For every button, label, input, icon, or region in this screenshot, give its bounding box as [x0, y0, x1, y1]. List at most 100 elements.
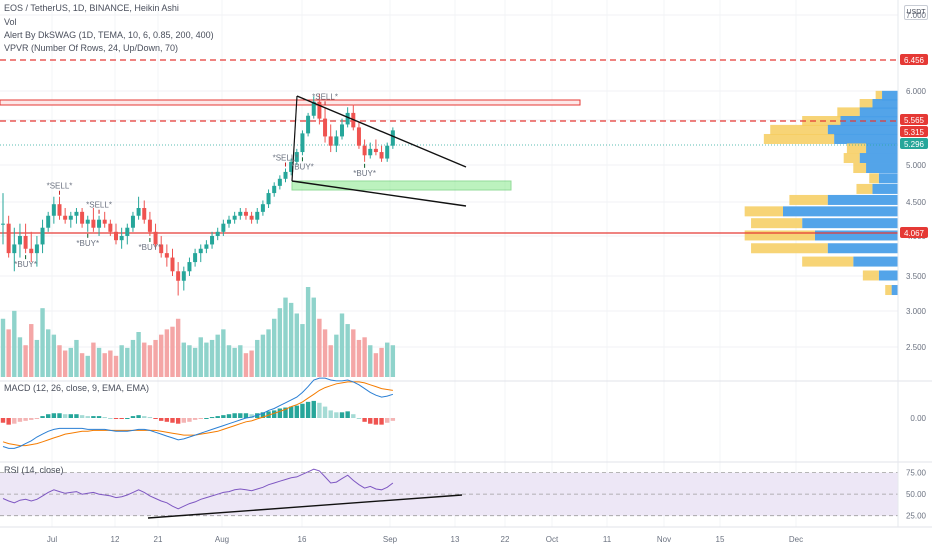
volume-bar: [85, 355, 90, 377]
candle-body: [164, 253, 169, 258]
volume-bar: [147, 345, 153, 377]
candle-body: [63, 215, 68, 220]
macd-histogram-bar: [339, 412, 345, 418]
candle-body: [249, 215, 254, 220]
time-tick-label: 16: [298, 535, 307, 544]
macd-histogram-bar: [328, 410, 333, 418]
volume-bar: [322, 329, 328, 377]
candle-body: [243, 211, 248, 216]
currency-badge[interactable]: USDT: [904, 5, 928, 20]
macd-histogram-bar: [192, 418, 198, 420]
time-tick-label: Nov: [657, 535, 671, 544]
volume-bar: [23, 345, 28, 377]
candle-body: [108, 223, 113, 232]
macd-histogram-bar: [362, 418, 367, 422]
volume-profile-up-bar: [840, 116, 898, 127]
macd-histogram-bar: [74, 414, 79, 418]
sell-signal-label: *SELL*: [86, 201, 112, 210]
price-label-pill: [900, 54, 928, 65]
candle-body: [119, 235, 124, 241]
volume-bar: [288, 302, 294, 377]
volume-profile-up-bar: [814, 230, 898, 241]
volume-bar: [153, 339, 158, 377]
volume-bar: [181, 342, 186, 377]
volume-bar: [136, 332, 141, 377]
candle-body: [289, 161, 294, 172]
volume-profile-up-bar: [882, 90, 898, 101]
time-tick-label: Oct: [546, 535, 559, 544]
volume-profile-up-bar: [859, 107, 898, 118]
volume-bar: [130, 339, 136, 377]
macd-histogram-bar: [85, 416, 90, 418]
buy-signal-label: *BUY*: [76, 239, 99, 248]
volume-bar: [339, 313, 345, 377]
volume-bar: [209, 339, 215, 377]
candle-body: [74, 211, 79, 216]
candle-body: [283, 171, 288, 179]
macd-histogram-bar: [68, 414, 73, 418]
volume-bar: [79, 353, 85, 377]
candle-body: [1, 223, 5, 225]
candle-body: [68, 215, 73, 220]
candle-body: [6, 223, 11, 254]
volume-profile-down-bar: [875, 90, 883, 101]
volume-bar: [12, 310, 17, 377]
macd-histogram-bar: [153, 418, 158, 419]
symbol-title: EOS / TetherUS, 1D, BINANCE, Heikin Ashi: [4, 3, 179, 13]
sell-signal-label: *SELL*: [47, 182, 73, 191]
price-label-pill: [900, 227, 928, 238]
volume-bar: [164, 329, 170, 377]
volume-profile-up-bar: [866, 143, 898, 154]
alert-legend: Alert By DkSWAG (1D, TEMA, 10, 6, 0.85, …: [4, 30, 214, 40]
candle-body: [238, 211, 243, 216]
macd-histogram-bar: [198, 418, 203, 419]
candle-body: [159, 244, 164, 254]
macd-histogram-bar: [249, 414, 254, 418]
macd-histogram-bar: [187, 418, 192, 422]
candle-body: [356, 127, 361, 146]
macd-histogram-bar: [373, 418, 379, 425]
buy-signal-label: *BUY*: [139, 243, 162, 252]
volume-bar: [272, 318, 277, 377]
candle-body: [153, 231, 158, 245]
volume-bar: [0, 318, 6, 377]
macd-histogram-bar: [311, 400, 316, 418]
macd-histogram-bar: [108, 418, 113, 419]
macd-histogram-bar: [283, 407, 288, 418]
macd-histogram-bar: [385, 418, 390, 423]
macd-histogram-bar: [79, 415, 85, 418]
volume-profile-down-bar: [837, 107, 860, 118]
volume-bar: [51, 334, 57, 377]
candle-body: [193, 253, 198, 263]
macd-histogram-bar: [29, 418, 34, 420]
candle-body: [40, 227, 45, 245]
candle-body: [114, 231, 118, 241]
volume-bar: [328, 345, 333, 377]
candle-body: [221, 223, 226, 232]
candle-body: [328, 136, 333, 146]
candle-body: [379, 152, 384, 159]
volume-profile-down-bar: [763, 133, 835, 144]
volume-bar: [266, 329, 271, 377]
volume-profile-down-bar: [862, 270, 879, 281]
macd-histogram-bar: [6, 418, 11, 425]
volume-profile-up-bar: [827, 124, 898, 135]
candle-body: [317, 101, 322, 119]
candle-body: [29, 248, 34, 254]
volume-profile-down-bar: [885, 285, 892, 296]
candle-body: [373, 148, 378, 153]
volume-bar: [204, 342, 209, 377]
candle-body: [232, 215, 237, 220]
candle-body: [385, 145, 390, 159]
volume-bar: [62, 350, 68, 377]
volume-bar: [283, 297, 288, 377]
volume-profile-down-bar: [770, 124, 828, 135]
macd-histogram-bar: [113, 418, 119, 419]
price-tick-label: 3.500: [906, 272, 927, 281]
time-tick-label: Dec: [789, 535, 803, 544]
price-label-pill: [900, 126, 928, 137]
price-label-text: 5.315: [904, 128, 925, 137]
macd-histogram-bar: [159, 418, 164, 421]
volume-bar: [373, 353, 379, 377]
